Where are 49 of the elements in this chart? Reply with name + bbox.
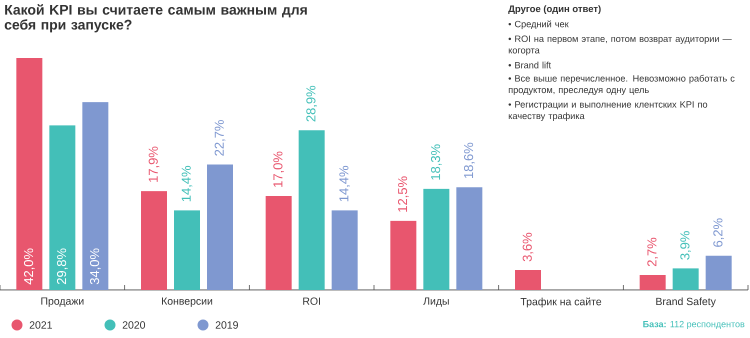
- data-label: 14,4%: [182, 166, 192, 202]
- data-label: 14,4%: [339, 166, 350, 202]
- x-tick-label: Конверсии: [162, 297, 212, 307]
- bar: [174, 210, 200, 290]
- data-label: 12,5%: [398, 176, 409, 212]
- bar: [49, 125, 76, 290]
- data-label: 28,9%: [306, 86, 318, 122]
- data-label: 22,7%: [214, 120, 226, 156]
- legend-label: 2020: [122, 321, 146, 329]
- bar: [82, 102, 108, 290]
- bar: [706, 256, 732, 290]
- bar: [672, 268, 699, 290]
- bar: [266, 196, 292, 290]
- annotation: • Все выше перечисленное. Невозможно работать с продуктом, преследуя одну цель: [508, 74, 735, 95]
- annotation: • Регистрации и выполнение клентских KPI по качеству трафика: [508, 101, 708, 121]
- x-tick-label: Трафик на сайте: [520, 297, 602, 308]
- data-label: 6,2%: [713, 218, 724, 247]
- text: • ROI на первом этапе, потом возврат аудитории — когорта: [508, 36, 732, 56]
- text: • Средний чек: [508, 20, 569, 30]
- x-tick-label: Brand Safety: [656, 297, 716, 308]
- bar: [332, 210, 358, 290]
- data-label: 3,9%: [680, 231, 692, 260]
- data-label: 3,6%: [522, 232, 534, 262]
- x-tick-label: Лиды: [423, 297, 449, 307]
- bar: [640, 275, 666, 290]
- text: База: 112 респондентов: [643, 320, 744, 330]
- data-label: 29,8%: [56, 248, 68, 284]
- bar: [390, 220, 416, 290]
- data-label: 18,3%: [430, 144, 442, 180]
- data-label: 34,0%: [90, 248, 101, 284]
- data-label: 17,0%: [273, 152, 284, 187]
- annotation: • Brand lift: [508, 62, 552, 68]
- bar: [141, 191, 168, 290]
- bar: [515, 270, 542, 290]
- legend-label: 2019: [216, 321, 238, 329]
- data-label: 18,6%: [464, 142, 475, 178]
- x-tick-label: ROI: [303, 297, 320, 305]
- bar: [423, 188, 450, 290]
- bar: [298, 130, 325, 290]
- x-tick-label: Продажи: [41, 297, 84, 307]
- legend-label: 2021: [30, 321, 52, 329]
- data-label: 42,0%: [24, 248, 35, 284]
- bar: [16, 58, 42, 290]
- chart-title: Какой KPI вы считаете самым важным для себя при запуске?: [4, 4, 307, 32]
- bar: [456, 187, 482, 290]
- data-label: 2,7%: [647, 238, 658, 266]
- bar: [207, 164, 234, 290]
- data-label: 17,9%: [148, 146, 160, 182]
- text: Другое (один ответ): [508, 5, 601, 14]
